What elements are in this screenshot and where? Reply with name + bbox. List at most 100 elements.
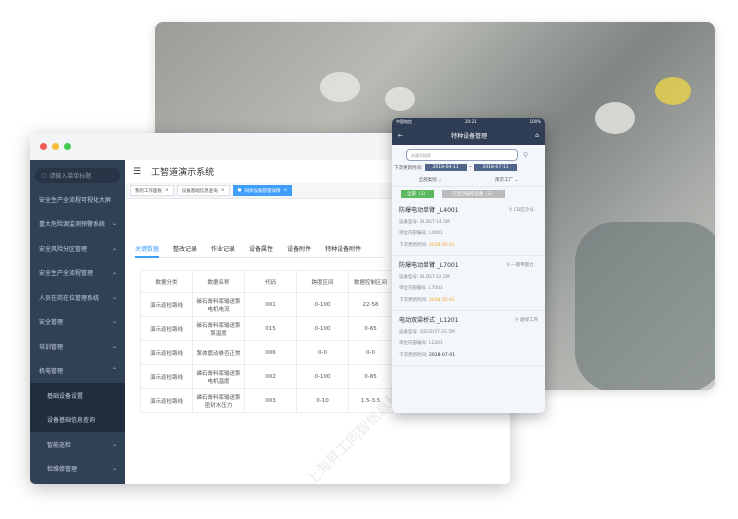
search-placeholder: 请输入菜单标题 (49, 173, 92, 180)
equipment-card[interactable]: 防爆电动单臂 _L4001 ⚲ CD区冷分... 设备型号: BLDST-14.5… (392, 201, 545, 256)
type-filter[interactable]: 全部类别 ⌄ (418, 178, 442, 183)
sidebar: ○ 请输入菜单标题 安全生产全流程可视化大屏 重大危险源监测预警系统 ⌄ 安全风险分区管… (30, 160, 125, 484)
main-content: ☰ 工智道演示系统 我的工作面板 × 设备基础信息查询 × ● 同体设备管理详情 × 关… (125, 160, 510, 484)
tag-workbench[interactable]: 我的工作面板 × (130, 185, 174, 196)
sidebar-subitem[interactable]: 检维修管理 ⌄ (47, 465, 117, 474)
chevron-icon: ⌄ (111, 318, 117, 326)
sidebar-item[interactable]: 机电管理 ⌃ (39, 367, 117, 376)
page-title: 工智道演示系统 (151, 168, 215, 178)
tab[interactable]: 设备附件 (287, 246, 312, 253)
status-bar: 中国电信 20:21 100% (392, 118, 545, 126)
table-cell: 0-100 (296, 292, 349, 317)
chevron-icon: ⌃ (111, 367, 117, 375)
mobile-nav: ← 特种设备管理 ⌂ (392, 126, 545, 145)
sidebar-item[interactable]: 安全风险分区管理 ⌄ (39, 244, 117, 253)
sidebar-item[interactable]: 安全生产全流程可视化大屏 (39, 196, 112, 204)
table-cell: 0-10 (296, 388, 349, 413)
table-row: 演示巡检路线 泵体震动悬否正常 006 0-0 0-0 (140, 340, 393, 365)
key-data-table: 数据分类 数据名称 代码 跨度区间 数据控制区间 演示巡检路线 碳石膏料浆输送泵电机电流 00… (140, 270, 393, 413)
keyword-search-input[interactable]: 关键字搜索 (406, 149, 518, 161)
tag-equipment-query[interactable]: 设备基础信息查询 × (176, 185, 230, 196)
table-cell: 015 (244, 316, 297, 341)
sidebar-item[interactable]: 重大危险源监测预警系统 ⌄ (39, 220, 117, 229)
equipment-card[interactable]: 防爆电动单臂 _L7001 ⚲ 一期甲醛仓... 设备型号: BLDST-22.5… (392, 256, 545, 311)
chevron-icon: ⌄ (111, 244, 117, 252)
date-to[interactable]: 2018-07-11 (474, 164, 517, 171)
table-cell: 演示巡检路线 (140, 340, 193, 365)
chevron-icon: ⌄ (111, 293, 117, 301)
table-cell: 碳石膏料浆输送泵电机电流 (192, 292, 245, 317)
date-sep: ~ (468, 165, 473, 170)
sidebar-subitem[interactable]: 智能巡检 ⌄ (47, 440, 117, 449)
tab[interactable]: 关键数据 (135, 244, 160, 258)
table-cell: 演示巡检路线 (140, 292, 193, 317)
sidebar-item[interactable]: 人员在岗在位管理系统 ⌄ (39, 293, 117, 302)
table-row: 演示巡检路线 碳石膏料浆输送泵电机电流 001 0-100 22-58 (140, 292, 393, 317)
sidebar-subitem[interactable]: 设备基础信息查询 (30, 407, 125, 432)
chevron-icon: ⌄ (111, 465, 117, 473)
location-pin-icon: ⚲ (508, 208, 513, 213)
table-cell: 0-0 (296, 340, 349, 365)
chevron-icon: ⌄ (111, 269, 117, 277)
sidebar-subitem[interactable]: 基础设备设置 (30, 383, 125, 408)
hamburger-icon[interactable]: ☰ (133, 166, 142, 177)
back-arrow-icon[interactable]: ← (398, 132, 404, 139)
chevron-icon: ⌄ (111, 440, 117, 448)
mobile-title: 特种设备管理 (451, 133, 488, 140)
table-cell: 泵体震动悬否正常 (192, 340, 245, 365)
location-pin-icon: ⚲ (515, 318, 519, 323)
table-cell: 0-85 (348, 364, 393, 389)
tag-equipment-detail[interactable]: ● 同体设备管理详情 × (232, 185, 293, 196)
tab[interactable]: 特种设备附件 (325, 246, 362, 253)
equipment-card[interactable]: 电动双梁桥式 _L1201 ⚲ 磨煤工序 设备型号: QD32/5T-25.5M … (392, 311, 545, 366)
date-label: 下次更新时间: (394, 165, 423, 171)
only-inspect-button[interactable]: 只显示临检设备（2） (441, 190, 506, 198)
table-cell: 22-58 (348, 292, 393, 317)
table-cell: 0-100 (296, 364, 349, 389)
table-cell: 演示巡检路线 (140, 316, 193, 341)
location-pin-icon: ⚲ (506, 263, 510, 268)
table-cell: 001 (244, 292, 297, 317)
sidebar-item[interactable]: 安全管理 ⌄ (39, 318, 117, 327)
search-icon[interactable]: ⚲ (523, 151, 529, 159)
equipment-location: 磨煤工序 (520, 318, 538, 323)
factory-filter[interactable]: 南京工厂 ⌄ (495, 178, 519, 183)
table-cell: 磷石膏料浆输送泵电机温度 (192, 364, 245, 389)
home-icon[interactable]: ⌂ (535, 132, 539, 139)
sidebar-item[interactable]: 培训管理 ⌄ (39, 342, 117, 351)
column-header: 数据名称 (192, 270, 245, 293)
minimize-dot[interactable] (52, 143, 59, 150)
table-cell: 0-100 (296, 316, 349, 341)
table-cell: 磷石膏料浆输送泵密封水压力 (192, 388, 245, 413)
column-header: 代码 (244, 270, 297, 293)
tab[interactable]: 设备属性 (249, 246, 274, 253)
equipment-location: CD区冷分... (513, 208, 538, 213)
search-icon: ○ (41, 172, 47, 179)
table-cell: 006 (244, 340, 297, 365)
column-header: 数据分类 (140, 270, 193, 293)
equipment-name: 防爆电动单臂 _L4001 (399, 207, 459, 214)
table-cell: 0-65 (348, 316, 393, 341)
maximize-dot[interactable] (64, 143, 71, 150)
table-row: 演示巡检路线 碳石膏料浆输送泵泵温度 015 0-100 0-65 (140, 316, 393, 341)
all-button[interactable]: 全部（3） (401, 190, 434, 198)
equipment-name: 防爆电动单臂 _L7001 (399, 262, 459, 269)
equipment-name: 电动双梁桥式 _L1201 (399, 317, 459, 324)
table-row: 演示巡检路线 磷石膏料浆输送泵密封水压力 003 0-10 1.5-3.5 (140, 388, 393, 413)
table-cell: 演示巡检路线 (140, 364, 193, 389)
mobile-app: 中国电信 20:21 100% ← 特种设备管理 ⌂ 关键字搜索 ⚲ 下次更新时间:… (392, 118, 545, 413)
column-header: 数据控制区间 (348, 270, 393, 293)
menu-search-input[interactable]: ○ 请输入菜单标题 (35, 168, 120, 183)
tab[interactable]: 作业记录 (211, 246, 236, 253)
table-cell: 1.5-3.5 (348, 388, 393, 413)
table-cell: 003 (244, 388, 297, 413)
column-header: 跨度区间 (296, 270, 349, 293)
table-cell: 演示巡检路线 (140, 388, 193, 413)
tab[interactable]: 整改记录 (173, 246, 198, 253)
equipment-location: 一期甲醛仓... (511, 263, 538, 268)
table-row: 演示巡检路线 磷石膏料浆输送泵电机温度 002 0-100 0-85 (140, 364, 393, 389)
sidebar-item[interactable]: 安全生产全流程管理 ⌄ (39, 269, 117, 278)
close-dot[interactable] (40, 143, 47, 150)
table-cell: 0-0 (348, 340, 393, 365)
date-from[interactable]: 2018-04-11 (424, 164, 467, 171)
